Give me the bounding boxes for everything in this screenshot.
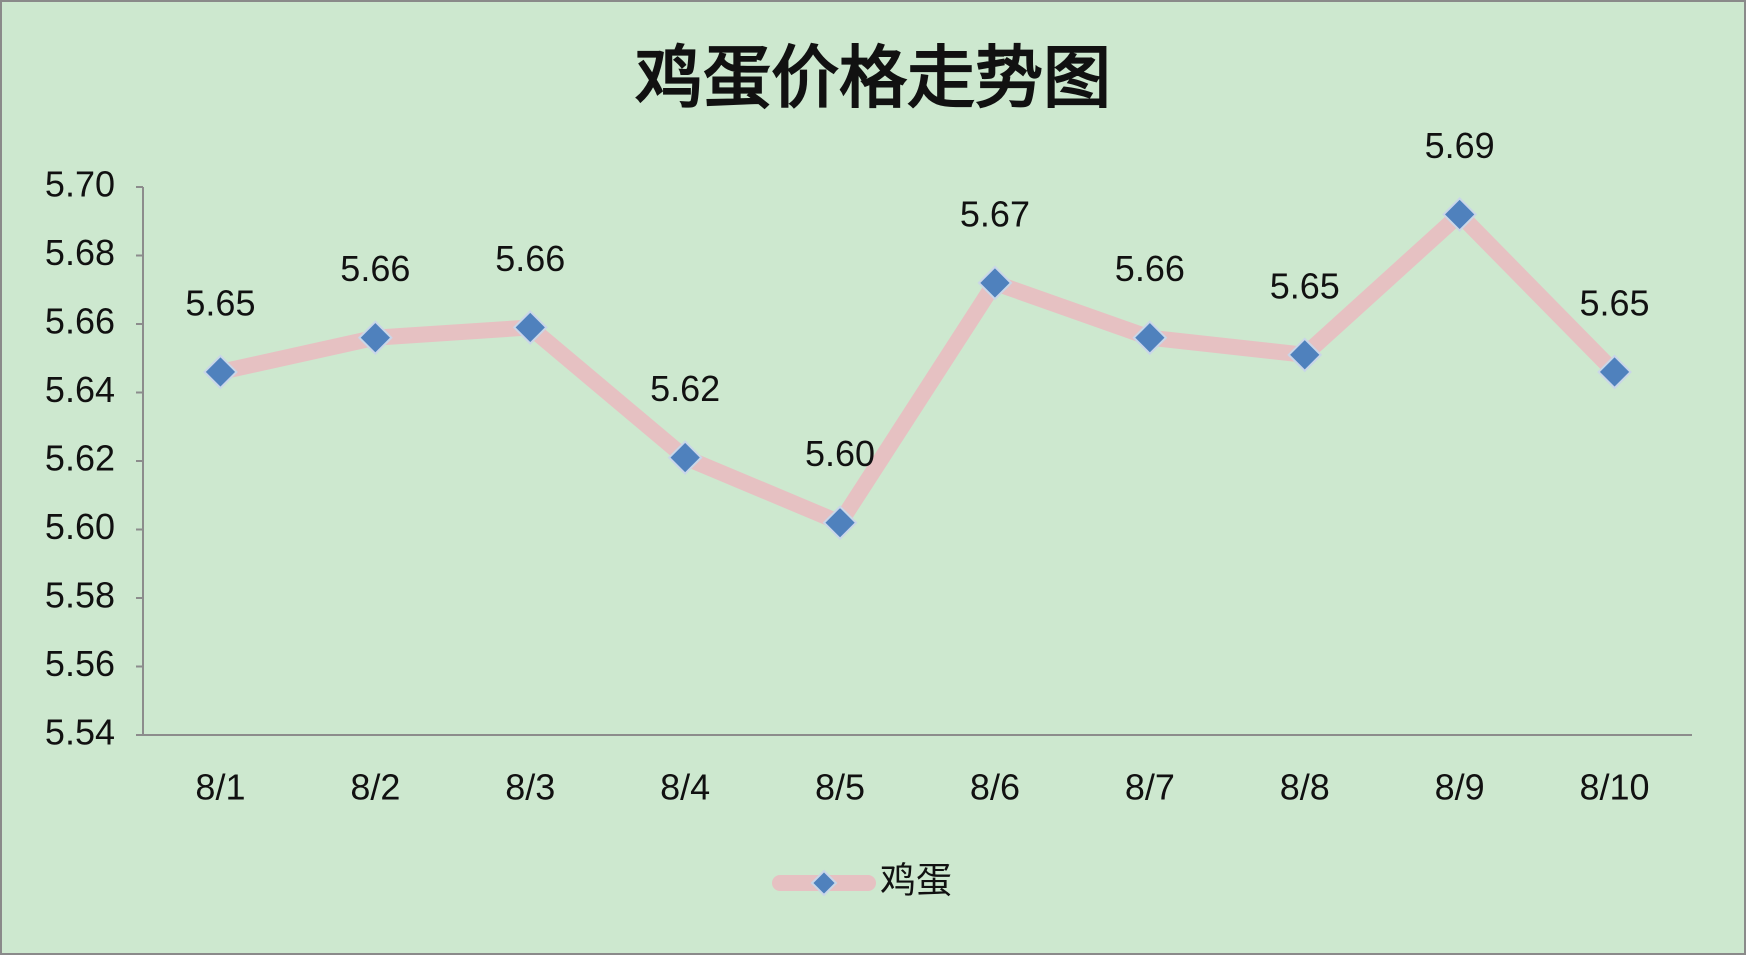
marker xyxy=(1597,354,1632,390)
data-label: 5.65 xyxy=(1270,265,1340,306)
data-label: 5.69 xyxy=(1425,125,1495,166)
marker xyxy=(512,310,548,345)
chart-title: 鸡蛋价格走势图 xyxy=(635,39,1111,119)
marker xyxy=(1132,320,1168,356)
series-line xyxy=(218,206,1621,531)
y-tick-label: 5.68 xyxy=(45,232,115,273)
legend-label: 鸡蛋 xyxy=(880,860,952,901)
legend-marker xyxy=(810,869,838,897)
x-tick-label: 8/8 xyxy=(1280,767,1330,808)
data-label: 5.62 xyxy=(650,368,720,409)
data-label: 5.67 xyxy=(960,193,1030,234)
marker xyxy=(1287,337,1323,373)
y-tick-label: 5.70 xyxy=(45,164,115,205)
marker xyxy=(977,265,1013,301)
x-tick-label: 8/5 xyxy=(815,767,865,808)
x-tick-label: 8/9 xyxy=(1435,767,1485,808)
y-tick-label: 5.56 xyxy=(45,643,115,684)
data-label: 5.66 xyxy=(1115,248,1185,289)
x-tick-label: 8/4 xyxy=(660,767,710,808)
marker xyxy=(1442,196,1478,232)
x-tick-label: 8/3 xyxy=(505,767,555,808)
data-label: 5.66 xyxy=(495,238,565,279)
marker xyxy=(667,440,703,475)
data-label: 5.66 xyxy=(340,248,410,289)
data-label: 5.60 xyxy=(805,433,875,474)
y-tick-label: 5.64 xyxy=(45,369,115,410)
y-tick-label: 5.54 xyxy=(45,712,115,753)
x-tick-label: 8/6 xyxy=(970,767,1020,808)
y-tick-label: 5.60 xyxy=(45,506,115,547)
x-tick-label: 8/2 xyxy=(350,767,400,808)
marker xyxy=(822,505,858,541)
x-tick-label: 8/1 xyxy=(195,767,245,808)
x-tick-label: 8/10 xyxy=(1580,767,1650,808)
y-tick-label: 5.66 xyxy=(45,301,115,342)
marker xyxy=(203,354,238,390)
x-tick-label: 8/7 xyxy=(1125,767,1175,808)
marker xyxy=(357,320,393,356)
data-label: 5.65 xyxy=(185,282,255,323)
y-tick-label: 5.62 xyxy=(45,438,115,479)
y-tick-label: 5.58 xyxy=(45,575,115,616)
data-label: 5.65 xyxy=(1580,282,1650,323)
